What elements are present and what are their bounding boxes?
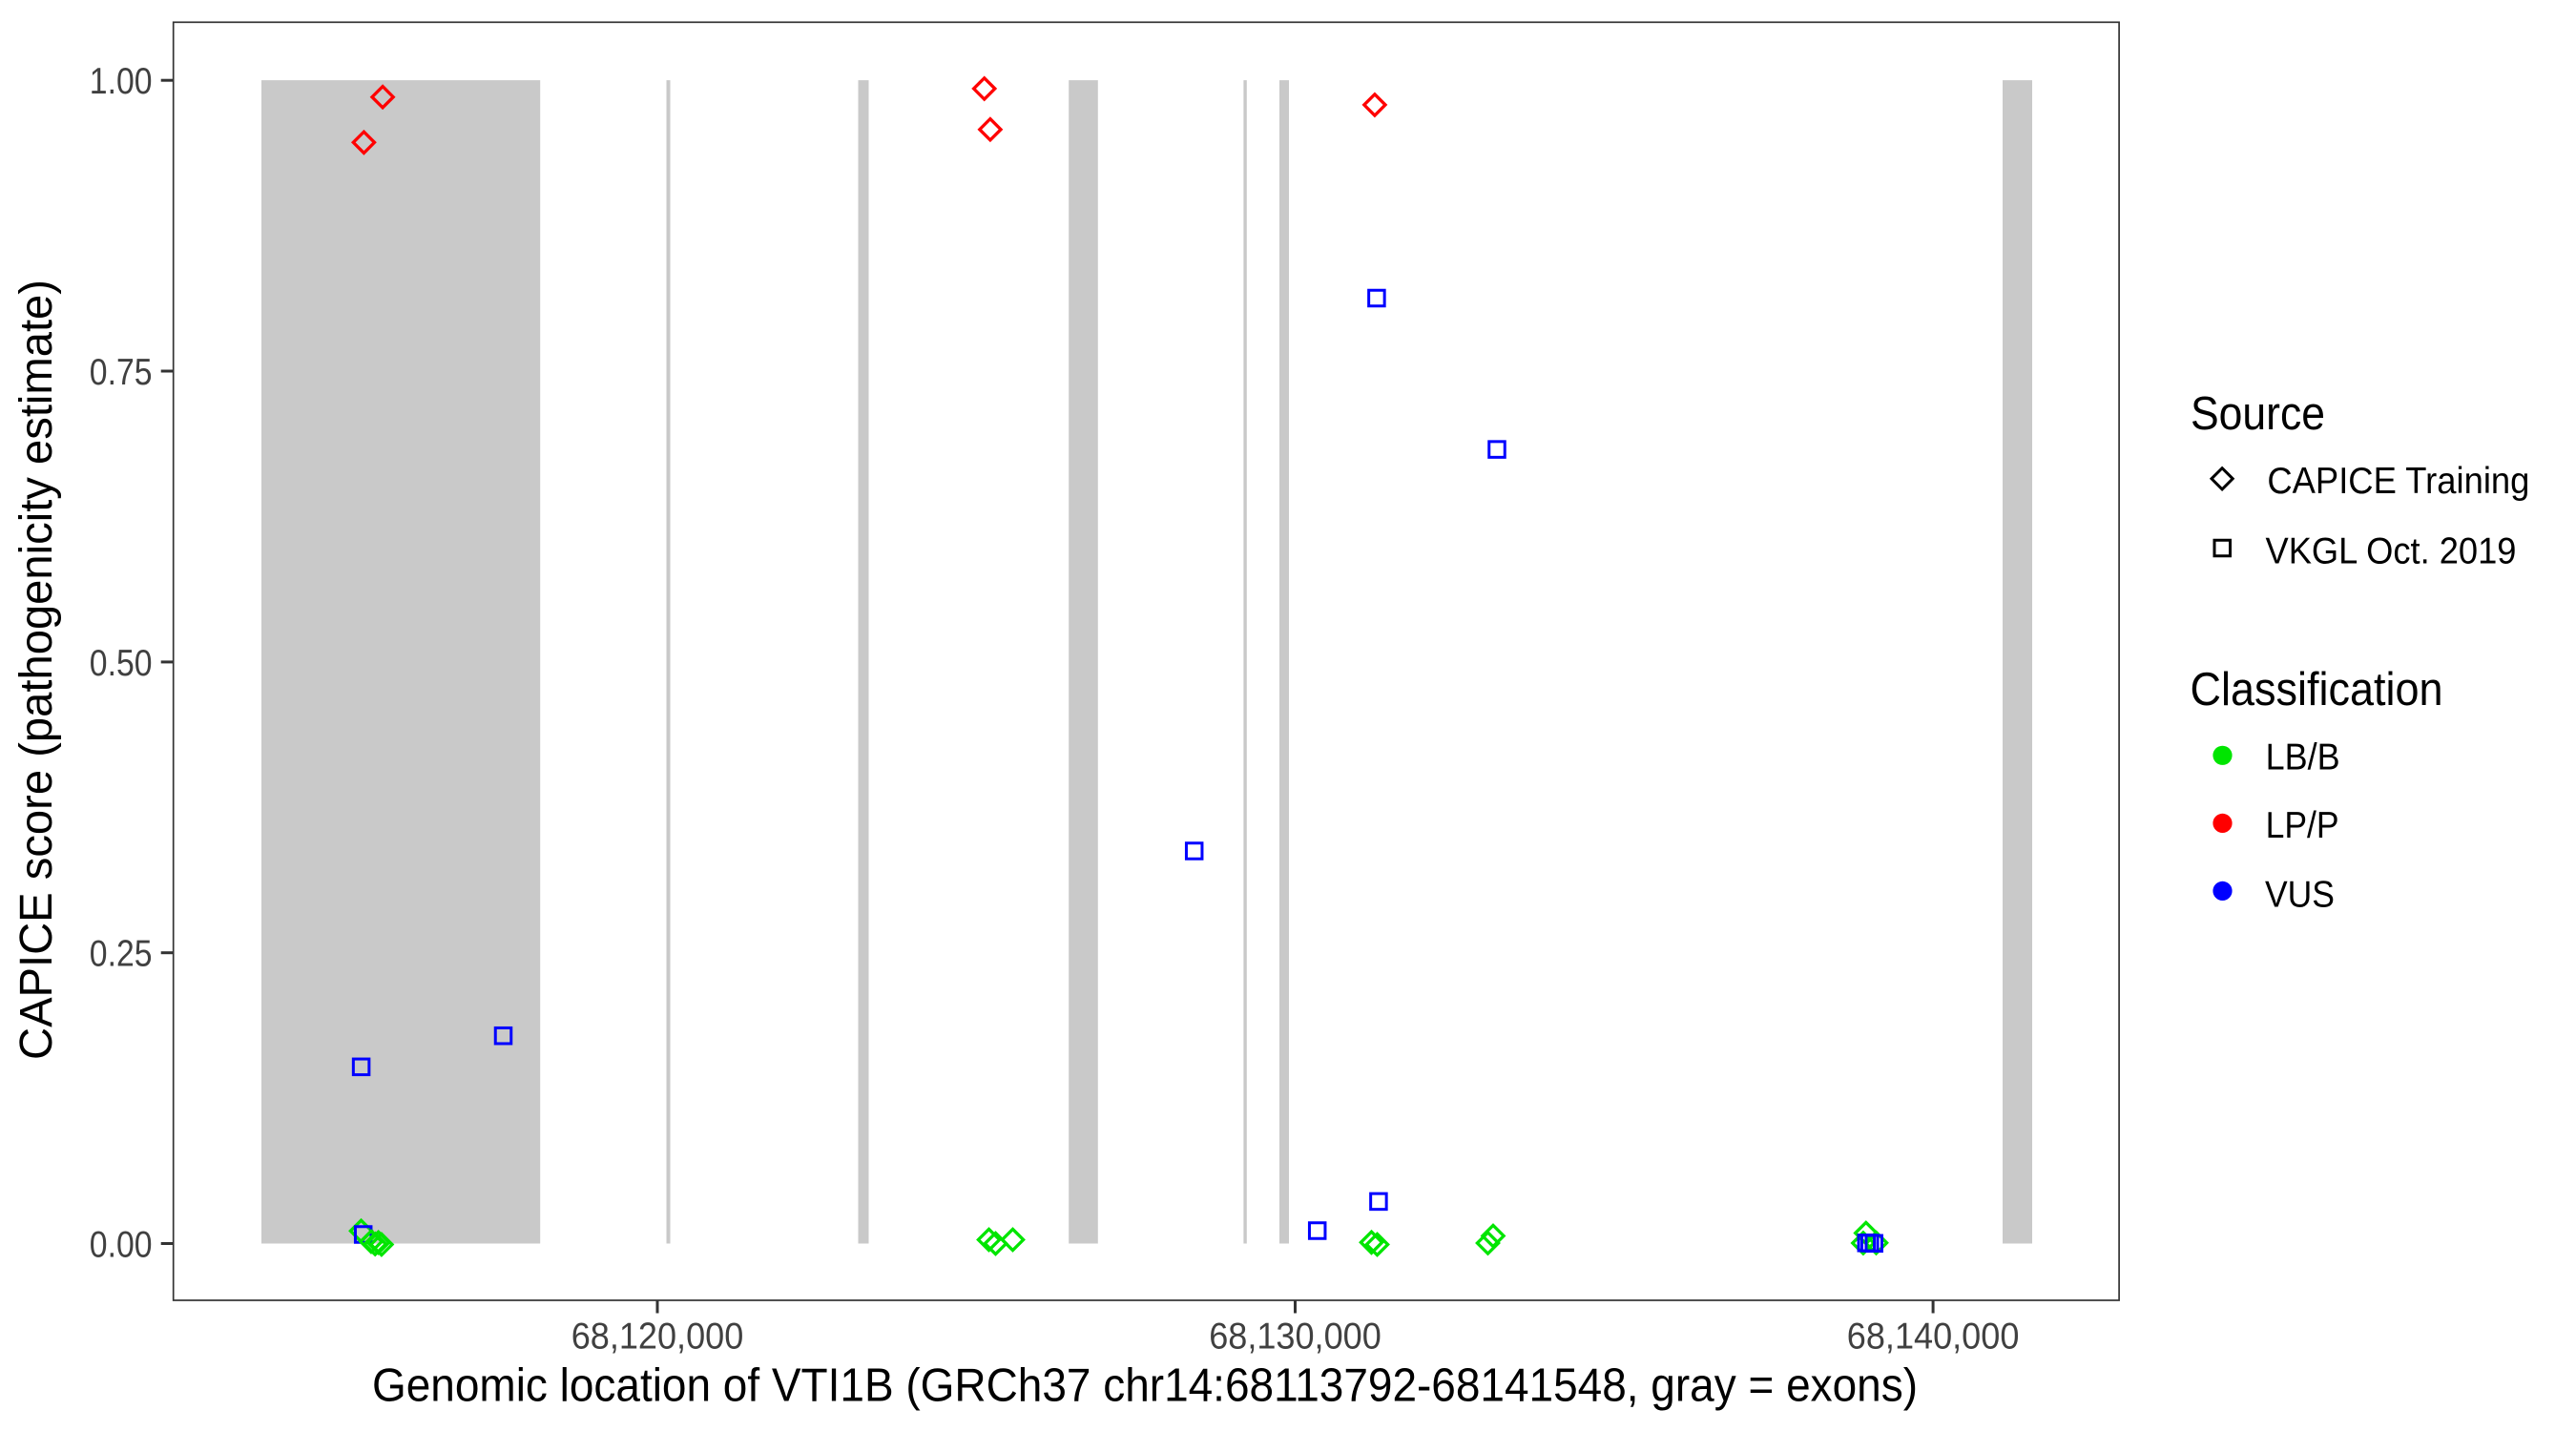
svg-text:68,120,000: 68,120,000 [571,1317,744,1358]
svg-text:LB/B: LB/B [2266,737,2340,778]
svg-text:68,130,000: 68,130,000 [1209,1317,1381,1358]
svg-text:Classification: Classification [2191,664,2443,716]
svg-text:Source: Source [2191,388,2325,440]
svg-text:VKGL Oct. 2019: VKGL Oct. 2019 [2266,531,2517,572]
svg-text:0.25: 0.25 [90,934,153,975]
svg-text:0.75: 0.75 [90,352,153,393]
svg-text:Genomic location of VTI1B (GRC: Genomic location of VTI1B (GRCh37 chr14:… [372,1360,1918,1412]
svg-text:LP/P: LP/P [2266,805,2339,846]
svg-text:0.00: 0.00 [90,1225,153,1266]
svg-text:CAPICE Training: CAPICE Training [2267,461,2529,502]
svg-text:1.00: 1.00 [90,61,153,102]
svg-text:VUS: VUS [2265,875,2335,916]
svg-text:68,140,000: 68,140,000 [1847,1317,2020,1358]
svg-text:CAPICE score (pathogenicity es: CAPICE score (pathogenicity estimate) [11,280,62,1060]
svg-text:0.50: 0.50 [90,643,153,684]
